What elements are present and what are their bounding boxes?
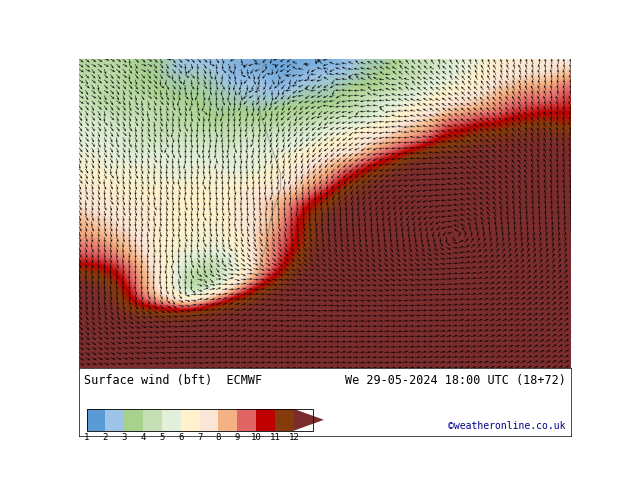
Text: 9: 9 (235, 433, 240, 442)
Text: 7: 7 (197, 433, 202, 442)
Text: We 29-05-2024 18:00 UTC (18+72): We 29-05-2024 18:00 UTC (18+72) (345, 373, 566, 387)
Bar (143, 409, 162, 431)
Bar (87, 409, 313, 431)
Bar (256, 409, 275, 431)
Bar (124, 409, 143, 431)
Text: Surface wind (bft)  ECMWF: Surface wind (bft) ECMWF (84, 373, 262, 387)
Text: 1: 1 (84, 433, 89, 442)
Text: ©weatheronline.co.uk: ©weatheronline.co.uk (448, 421, 566, 431)
Text: 4: 4 (141, 433, 146, 442)
Bar (162, 409, 181, 431)
Text: 12: 12 (288, 433, 299, 442)
Text: 8: 8 (216, 433, 221, 442)
Bar (237, 409, 256, 431)
Polygon shape (294, 409, 324, 431)
Bar (105, 409, 124, 431)
Bar (181, 409, 200, 431)
Text: 10: 10 (251, 433, 261, 442)
Text: 5: 5 (159, 433, 165, 442)
Text: 2: 2 (103, 433, 108, 442)
Text: 6: 6 (178, 433, 183, 442)
Bar (275, 409, 294, 431)
Text: 11: 11 (269, 433, 280, 442)
Bar (200, 409, 219, 431)
Bar (219, 409, 237, 431)
Bar (87, 409, 105, 431)
Text: 3: 3 (122, 433, 127, 442)
